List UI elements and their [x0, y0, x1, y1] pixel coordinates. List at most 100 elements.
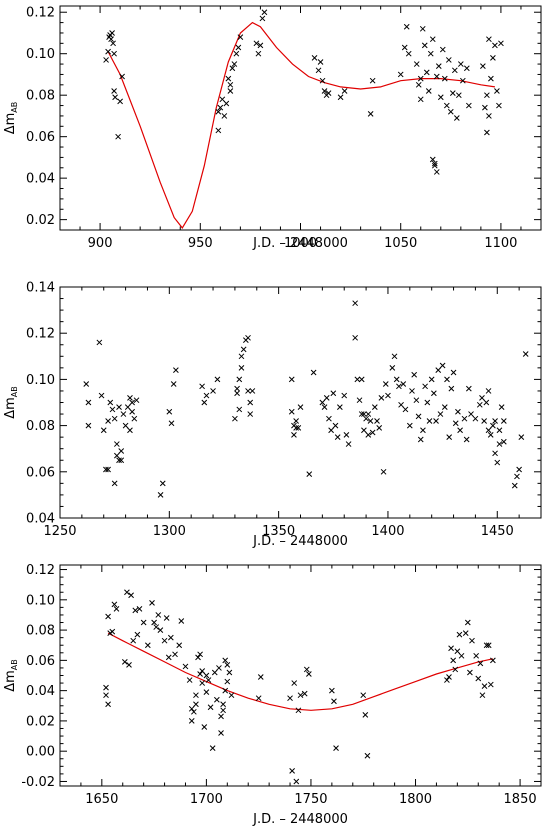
data-point [155, 612, 162, 618]
data-point [165, 654, 172, 661]
data-point [402, 406, 409, 413]
data-point [203, 672, 210, 679]
data-point [462, 630, 469, 636]
data-point [371, 404, 378, 410]
x-tick-label: 1000 [284, 236, 317, 251]
data-point [461, 415, 468, 422]
data-point [385, 392, 391, 399]
data-point [435, 63, 442, 70]
data-point [431, 390, 437, 397]
data-point [441, 75, 448, 82]
data-point [376, 425, 383, 431]
data-point [220, 707, 226, 714]
data-point [201, 724, 208, 730]
data-point [401, 44, 408, 51]
data-point [450, 657, 457, 664]
data-point [405, 50, 412, 57]
data-point [247, 399, 254, 406]
data-point [105, 48, 111, 55]
data-point [452, 420, 459, 427]
y-tick-label: 0.02 [26, 213, 55, 228]
data-point [446, 674, 452, 680]
data-point [477, 660, 484, 667]
x-tick-label: 950 [188, 236, 213, 251]
data-point [228, 692, 235, 699]
data-point [288, 408, 295, 415]
data-point [429, 156, 436, 163]
x-tick-label: 1250 [43, 524, 76, 539]
data-point [498, 40, 504, 47]
data-point [295, 425, 302, 431]
data-point [170, 381, 177, 387]
data-point [484, 92, 490, 99]
data-point [334, 434, 341, 441]
data-point [233, 50, 240, 57]
data-point [398, 401, 404, 408]
data-point [149, 599, 155, 606]
data-point [240, 346, 247, 353]
data-point [306, 671, 312, 677]
y-tick-label: 0.10 [26, 593, 55, 608]
data-point [98, 392, 105, 399]
data-point [209, 745, 216, 752]
data-point [413, 61, 420, 67]
y-axis-label: ΔmAB [3, 102, 19, 135]
data-point [352, 334, 359, 341]
data-point [451, 67, 458, 74]
data-point [259, 15, 266, 22]
data-point [421, 42, 428, 49]
data-point [433, 73, 440, 80]
data-point [111, 50, 117, 57]
data-point [255, 50, 262, 57]
data-point [109, 30, 115, 36]
data-point [319, 77, 326, 84]
data-point [109, 406, 116, 413]
data-point [467, 669, 473, 676]
data-point [205, 677, 212, 683]
data-point [287, 695, 293, 702]
data-point [108, 36, 114, 43]
data-point [435, 367, 442, 374]
data-point [121, 659, 128, 665]
data-point [126, 662, 132, 668]
y-tick-label: 0.12 [26, 563, 55, 578]
data-point [201, 399, 208, 406]
data-point [484, 129, 490, 136]
data-point [214, 376, 221, 383]
data-point [236, 406, 243, 413]
data-point [415, 81, 422, 88]
data-point [110, 40, 116, 47]
data-point [483, 642, 490, 649]
data-point [176, 642, 183, 649]
data-point [218, 713, 224, 720]
data-point [465, 385, 472, 392]
data-point [332, 422, 339, 429]
y-tick-label: 0.08 [26, 624, 55, 639]
data-point [124, 404, 131, 410]
data-point [481, 418, 488, 424]
data-point [111, 480, 118, 487]
plot-frame [59, 5, 542, 231]
data-point [103, 57, 109, 63]
data-point [415, 413, 422, 420]
data-point [498, 404, 505, 410]
data-point [445, 57, 452, 63]
data-point [224, 678, 231, 685]
data-point [448, 645, 454, 652]
data-point [226, 669, 233, 676]
data-point [330, 390, 337, 397]
data-point [129, 399, 136, 406]
data-point [113, 441, 120, 447]
data-point [157, 492, 164, 498]
data-point [247, 411, 254, 417]
data-point [159, 480, 166, 487]
y-tick-label: 0.10 [26, 47, 55, 62]
data-point [406, 422, 413, 429]
y-tick-label: 0.10 [26, 373, 55, 388]
data-point [203, 392, 210, 399]
data-point [483, 399, 490, 406]
data-point [215, 127, 222, 134]
data-point [463, 436, 470, 443]
data-point [122, 422, 129, 429]
